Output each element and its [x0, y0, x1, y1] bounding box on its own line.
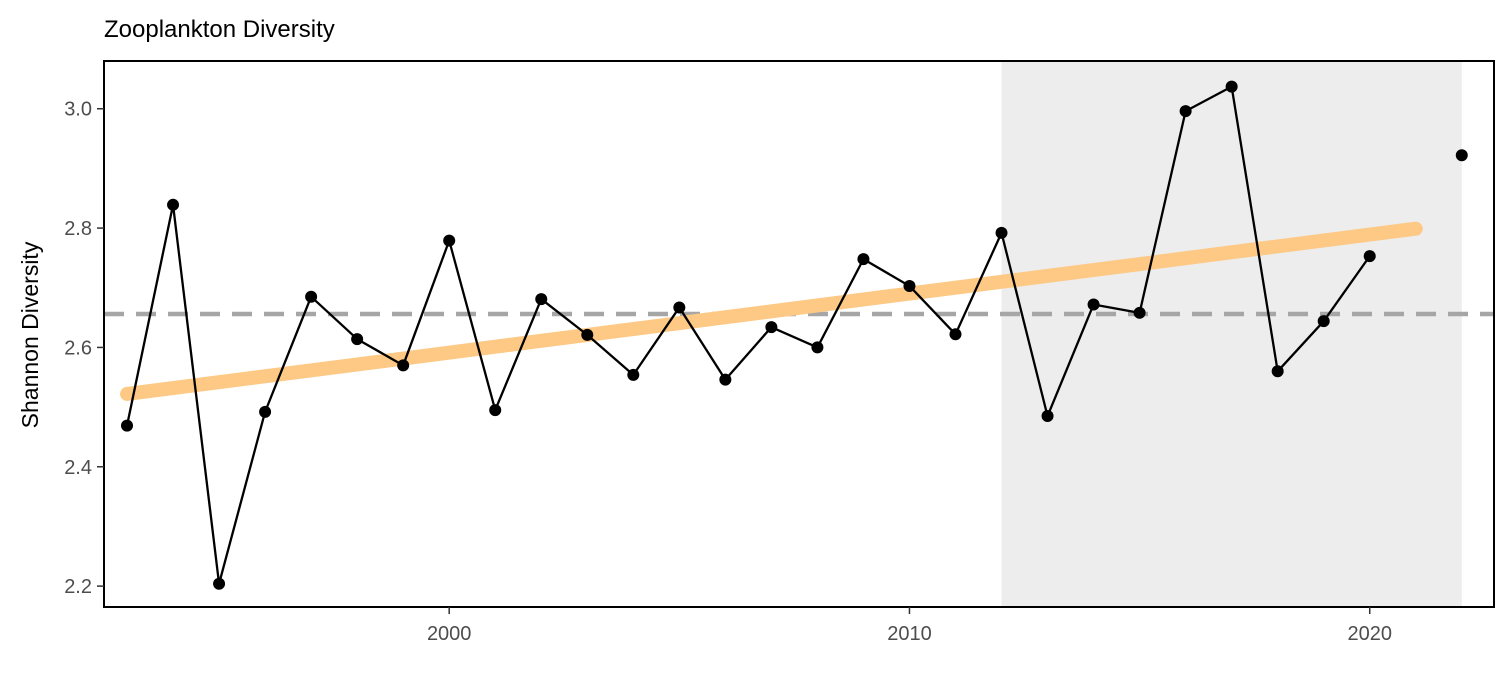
data-point [1364, 250, 1376, 262]
y-tick-label: 2.2 [64, 576, 92, 598]
data-point [213, 578, 225, 590]
y-tick-label: 2.6 [64, 337, 92, 359]
y-axis-title: Shannon Diversity [17, 241, 43, 428]
data-point [857, 253, 869, 265]
data-point [673, 301, 685, 313]
shaded-period [1002, 61, 1462, 607]
x-tick-label: 2020 [1347, 623, 1392, 645]
data-point [811, 341, 823, 353]
data-point [1456, 149, 1468, 161]
data-point [1318, 315, 1330, 327]
chart-title: Zooplankton Diversity [104, 16, 335, 43]
data-point [351, 333, 363, 345]
data-point [719, 374, 731, 386]
data-point [949, 328, 961, 340]
data-point [1088, 298, 1100, 310]
data-point [765, 321, 777, 333]
x-tick-label: 2000 [427, 623, 472, 645]
data-point [903, 280, 915, 292]
data-point [535, 293, 547, 305]
data-point [1180, 105, 1192, 117]
data-point [397, 359, 409, 371]
data-point [1226, 81, 1238, 93]
data-point [627, 369, 639, 381]
y-tick-label: 2.4 [64, 457, 92, 479]
data-point [581, 329, 593, 341]
plot-area: 2.2 2.4 2.6 2.8 3.0 2000 2010 2020 [64, 61, 1494, 645]
x-tick-label: 2010 [887, 623, 932, 645]
data-point [167, 199, 179, 211]
y-tick-label: 2.8 [64, 218, 92, 240]
data-point [1134, 307, 1146, 319]
data-point [1272, 365, 1284, 377]
data-point [443, 235, 455, 247]
data-point [121, 420, 133, 432]
data-point [489, 404, 501, 416]
y-tick-label: 3.0 [64, 99, 92, 121]
data-point [259, 406, 271, 418]
data-point [996, 227, 1008, 239]
data-point [1042, 410, 1054, 422]
data-point [305, 291, 317, 303]
